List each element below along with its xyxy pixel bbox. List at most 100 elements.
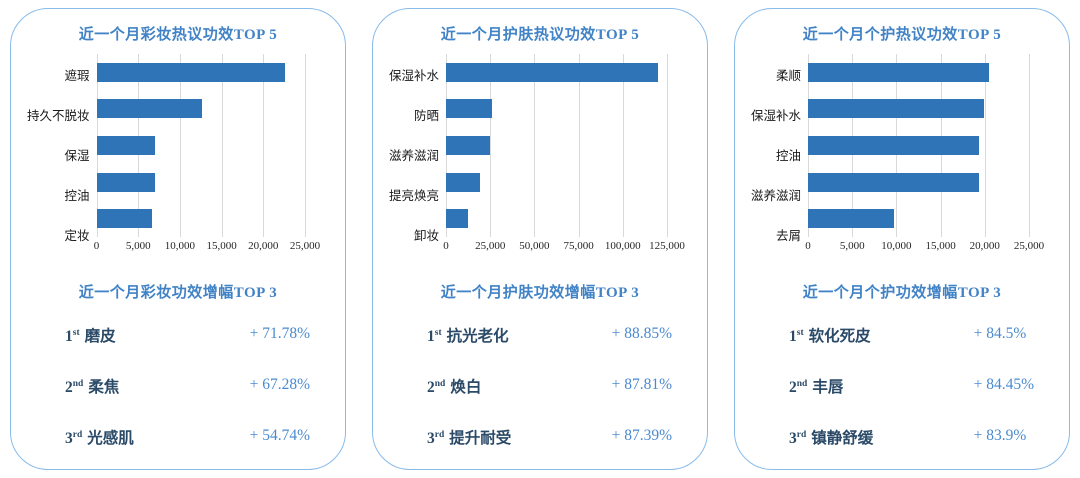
bar-slot — [808, 127, 1029, 164]
category-label: 滋养滋润 — [751, 189, 802, 204]
bar-slot — [446, 164, 667, 201]
category-label: 卸妆 — [414, 229, 440, 244]
chart-title: 近一个月个护热议功效TOP 5 — [802, 27, 1002, 43]
rank-label: 1st 抗光老化 — [427, 328, 509, 345]
rank-ordinal-suffix: st — [72, 327, 80, 338]
rank-growth-value: + 54.74% — [249, 427, 310, 444]
report-panel: 近一个月个护热议功效TOP 5 柔顺 保湿补水 控油 滋养滋润 去屑 0 5,000 10,… — [734, 8, 1070, 470]
gridline — [667, 54, 668, 237]
rank-number: 1 — [65, 328, 73, 345]
bar-chart: 柔顺 保湿补水 控油 滋养滋润 去屑 0 5,000 10,000 15,000 20,000 2… — [751, 54, 1053, 255]
bar — [808, 135, 979, 155]
rank-ordinal-suffix: rd — [434, 429, 445, 440]
rank-number: 1 — [789, 328, 797, 345]
rank-ordinal-suffix: st — [434, 327, 442, 338]
x-tick-label: 0 — [93, 240, 100, 252]
category-labels: 遮瑕 持久不脱妆 保湿 控油 定妆 — [27, 54, 97, 255]
rank-ordinal-suffix: nd — [72, 378, 84, 389]
bar-slot — [808, 164, 1029, 201]
rank-row: 2nd 柔焦 + 67.28% — [65, 375, 325, 397]
category-label: 定妆 — [64, 229, 90, 244]
category-label: 提亮焕亮 — [389, 189, 440, 204]
bar — [96, 135, 155, 155]
bar-slot — [96, 91, 305, 128]
report-panel: 近一个月彩妆热议功效TOP 5 遮瑕 持久不脱妆 保湿 控油 定妆 0 5,000 10,0… — [10, 8, 346, 470]
bar-slot — [96, 200, 305, 237]
bar-slot — [96, 54, 305, 91]
rank-label: 2nd 焕白 — [427, 379, 481, 396]
bar — [808, 62, 990, 82]
category-labels: 保湿补水 防晒 滋养滋润 提亮焕亮 卸妆 — [389, 54, 446, 255]
gridline — [305, 54, 306, 237]
rank-row: 3rd 镇静舒缓 + 83.9% — [789, 426, 1049, 448]
bar — [808, 209, 894, 229]
x-tick-label: 75,000 — [563, 240, 594, 252]
bar — [446, 209, 469, 229]
rank-keyword: 磨皮 — [84, 328, 116, 345]
rank-growth-value: + 71.78% — [249, 325, 310, 342]
gridline — [263, 54, 265, 237]
bar-slot — [446, 200, 667, 237]
x-tick-label: 125,000 — [649, 240, 685, 252]
x-tick-label: 5,000 — [125, 240, 151, 252]
growth-title: 近一个月护肤功效增幅TOP 3 — [440, 285, 640, 301]
category-label: 控油 — [776, 149, 802, 163]
bar-slot — [446, 54, 667, 91]
rank-row: 2nd 焕白 + 87.81% — [427, 375, 687, 397]
x-tick-label: 10,000 — [164, 240, 196, 252]
rank-ordinal-suffix: rd — [796, 429, 807, 440]
rank-ordinal-suffix: rd — [72, 429, 83, 440]
rank-growth-value: + 83.9% — [973, 427, 1027, 444]
bar-chart: 保湿补水 防晒 滋养滋润 提亮焕亮 卸妆 0 25,000 50,000 75,000 100,… — [389, 54, 691, 255]
rank-keyword: 丰唇 — [812, 379, 844, 396]
chart-title: 近一个月彩妆热议功效TOP 5 — [78, 27, 278, 43]
rank-row: 1st 磨皮 + 71.78% — [65, 324, 325, 346]
rank-growth-value: + 88.85% — [611, 325, 672, 342]
rank-label: 3rd 提升耐受 — [427, 430, 511, 447]
rank-row: 1st 抗光老化 + 88.85% — [427, 324, 687, 346]
bar — [96, 62, 285, 82]
rank-label: 3rd 光感肌 — [65, 430, 134, 447]
report-panel: 近一个月护肤热议功效TOP 5 保湿补水 防晒 滋养滋润 提亮焕亮 卸妆 0 25,000… — [372, 8, 708, 470]
rank-keyword: 镇静舒缓 — [811, 430, 874, 447]
bar-slot — [96, 127, 305, 164]
bar — [446, 99, 492, 119]
bar — [808, 99, 984, 119]
rank-keyword: 柔焦 — [88, 379, 120, 396]
bar-slot — [808, 91, 1029, 128]
x-tick-label: 20,000 — [969, 240, 1000, 252]
bar-slot — [808, 54, 1029, 91]
growth-rank-list: 1st 磨皮 + 71.78% 2nd 柔焦 + 67.28% 3rd 光感肌 + 54.74% — [27, 324, 329, 448]
x-tick-label: 15,000 — [206, 240, 237, 252]
x-tick-label: 100,000 — [604, 240, 641, 252]
gridline — [179, 54, 181, 237]
growth-title: 近一个月个护功效增幅TOP 3 — [802, 285, 1002, 301]
rank-number: 3 — [789, 430, 797, 447]
x-tick-label: 25,000 — [1013, 240, 1045, 252]
rank-label: 1st 软化死皮 — [789, 328, 871, 345]
rank-number: 2 — [427, 379, 435, 396]
rank-number: 2 — [65, 379, 73, 396]
x-axis: 0 25,000 50,000 75,000 100,000 125,000 — [443, 240, 685, 255]
category-labels: 柔顺 保湿补水 控油 滋养滋润 去屑 — [751, 54, 808, 255]
plot-column: 0 5,000 10,000 15,000 20,000 25,000 — [93, 54, 320, 255]
bar-chart: 遮瑕 持久不脱妆 保湿 控油 定妆 0 5,000 10,000 15,000 20,000 25… — [27, 54, 329, 255]
rank-keyword: 光感肌 — [87, 430, 134, 447]
x-tick-label: 15,000 — [925, 240, 956, 252]
gridline — [984, 54, 986, 237]
bar-slot — [446, 91, 667, 128]
rank-keyword: 软化死皮 — [808, 328, 871, 345]
category-label: 去屑 — [776, 229, 802, 244]
rank-number: 2 — [789, 379, 797, 396]
gridline — [578, 54, 580, 237]
bar — [96, 99, 203, 119]
bar — [446, 172, 480, 192]
rank-row: 2nd 丰唇 + 84.45% — [789, 375, 1049, 397]
rank-growth-value: + 84.45% — [973, 376, 1034, 393]
x-tick-label: 0 — [805, 240, 811, 252]
growth-rank-list: 1st 软化死皮 + 84.5% 2nd 丰唇 + 84.45% 3rd 镇静舒缓 + 83.9… — [751, 324, 1053, 448]
rank-label: 1st 磨皮 — [65, 328, 116, 345]
category-label: 滋养滋润 — [389, 149, 440, 163]
bar-slot — [808, 200, 1029, 237]
plot-area — [808, 54, 1030, 237]
